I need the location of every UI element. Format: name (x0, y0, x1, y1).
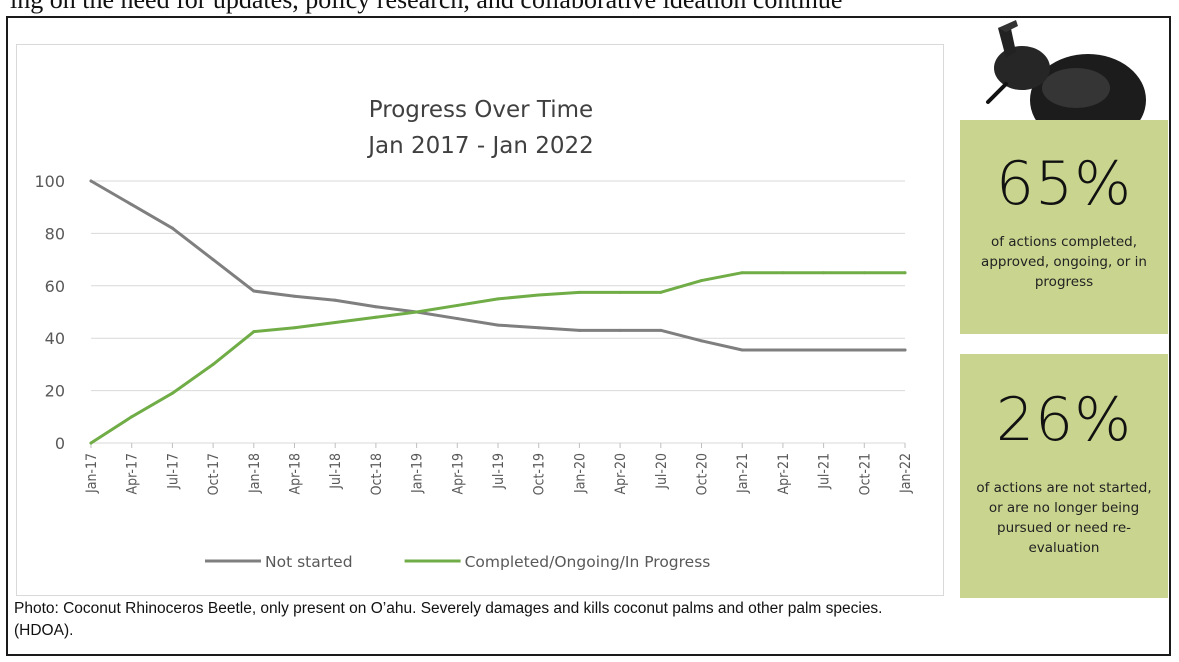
stat-box-completed: 65% of actions completed, approved, ongo… (960, 120, 1168, 334)
y-tick-label: 40 (45, 329, 65, 348)
data-point (293, 294, 296, 298)
data-point (211, 258, 215, 262)
cut-off-top-text-content: ing on the need for updates, policy rese… (10, 0, 842, 13)
data-point (415, 310, 419, 314)
legend-label-1: Completed/Ongoing/In Progress (465, 553, 711, 571)
stat-box-not-started: 26% of actions are not started, or are n… (960, 354, 1168, 598)
data-point (822, 271, 826, 275)
data-point (740, 348, 744, 352)
data-point (333, 298, 337, 302)
data-point (700, 339, 703, 343)
data-point (618, 328, 622, 332)
data-point (822, 348, 826, 352)
data-point (537, 326, 541, 330)
x-tick-label: Jan-21 (735, 453, 751, 494)
data-point (496, 323, 500, 327)
stat-value-completed: 65% (995, 149, 1133, 219)
data-point (252, 289, 256, 293)
x-tick-label: Jul-21 (817, 453, 833, 490)
stat-description-completed: of actions completed, approved, ongoing,… (981, 234, 1147, 290)
x-tick-label: Apr-18 (288, 453, 304, 494)
x-tick-label: Jul-20 (654, 453, 670, 490)
data-point (374, 305, 378, 309)
y-tick-label: 0 (55, 434, 65, 453)
x-tick-label: Jan-19 (410, 453, 426, 494)
data-point (659, 328, 663, 332)
stat-description-not-started: of actions are not started, or are no lo… (976, 480, 1152, 556)
x-tick-label: Jan-22 (898, 453, 914, 494)
data-point (903, 271, 907, 275)
data-point (496, 297, 500, 301)
x-tick-label: Jul-17 (165, 453, 181, 490)
x-tick-label: Apr-19 (450, 453, 466, 494)
photo-caption: Photo: Coconut Rhinoceros Beetle, only p… (14, 600, 883, 639)
data-point (862, 348, 866, 352)
x-tick-label: Jan-20 (572, 453, 588, 494)
data-point (89, 441, 93, 445)
y-tick-label: 80 (45, 224, 65, 243)
data-point (293, 326, 296, 330)
x-tick-label: Oct-19 (532, 453, 548, 495)
x-tick-label: Jul-19 (491, 453, 507, 490)
y-tick-label: 100 (34, 172, 65, 191)
x-tick-label: Oct-20 (695, 453, 711, 495)
cut-off-top-text: ing on the need for updates, policy rese… (0, 0, 1179, 16)
data-point (455, 317, 459, 321)
x-tick-label: Jan-17 (84, 453, 100, 494)
data-point (170, 391, 174, 395)
data-point (211, 362, 215, 366)
data-point (577, 328, 581, 332)
data-point (170, 226, 174, 230)
y-tick-label: 20 (45, 382, 65, 401)
data-point (618, 290, 622, 294)
data-point (333, 320, 337, 324)
data-point (659, 290, 663, 294)
data-point (130, 415, 134, 419)
stat-value-not-started: 26% (995, 385, 1133, 455)
data-point (374, 315, 378, 319)
x-tick-label: Apr-21 (776, 453, 792, 494)
x-tick-label: Apr-17 (125, 453, 141, 494)
data-point (252, 330, 256, 334)
data-point (903, 348, 907, 352)
data-point (781, 271, 785, 275)
chart-panel: 0 20 40 60 80 100 Jan-17 Apr-17 Jul-17 Oct-17 Jan-… (16, 44, 944, 596)
data-point (89, 179, 93, 183)
data-point (537, 293, 541, 297)
x-tick-label: Jan-18 (247, 453, 263, 494)
x-tick-label: Apr-20 (613, 453, 629, 494)
y-tick-label: 60 (45, 277, 65, 296)
progress-line-chart: 0 20 40 60 80 100 Jan-17 Apr-17 Jul-17 Oct-17 Jan-… (34, 172, 914, 571)
chart-subtitle: Jan 2017 - Jan 2022 (368, 133, 594, 159)
data-point (700, 279, 703, 283)
data-point (740, 271, 744, 275)
x-tick-label: Oct-17 (206, 453, 222, 495)
data-point (781, 348, 785, 352)
data-point (130, 203, 134, 207)
x-tick-label: Jul-18 (328, 453, 344, 490)
x-tick-label: Oct-21 (857, 453, 873, 495)
data-point (577, 290, 581, 294)
data-point (455, 303, 459, 307)
legend-label-0: Not started (265, 553, 353, 571)
x-tick-label: Oct-18 (369, 453, 385, 495)
data-point (862, 271, 866, 275)
chart-title: Progress Over Time (368, 97, 594, 123)
